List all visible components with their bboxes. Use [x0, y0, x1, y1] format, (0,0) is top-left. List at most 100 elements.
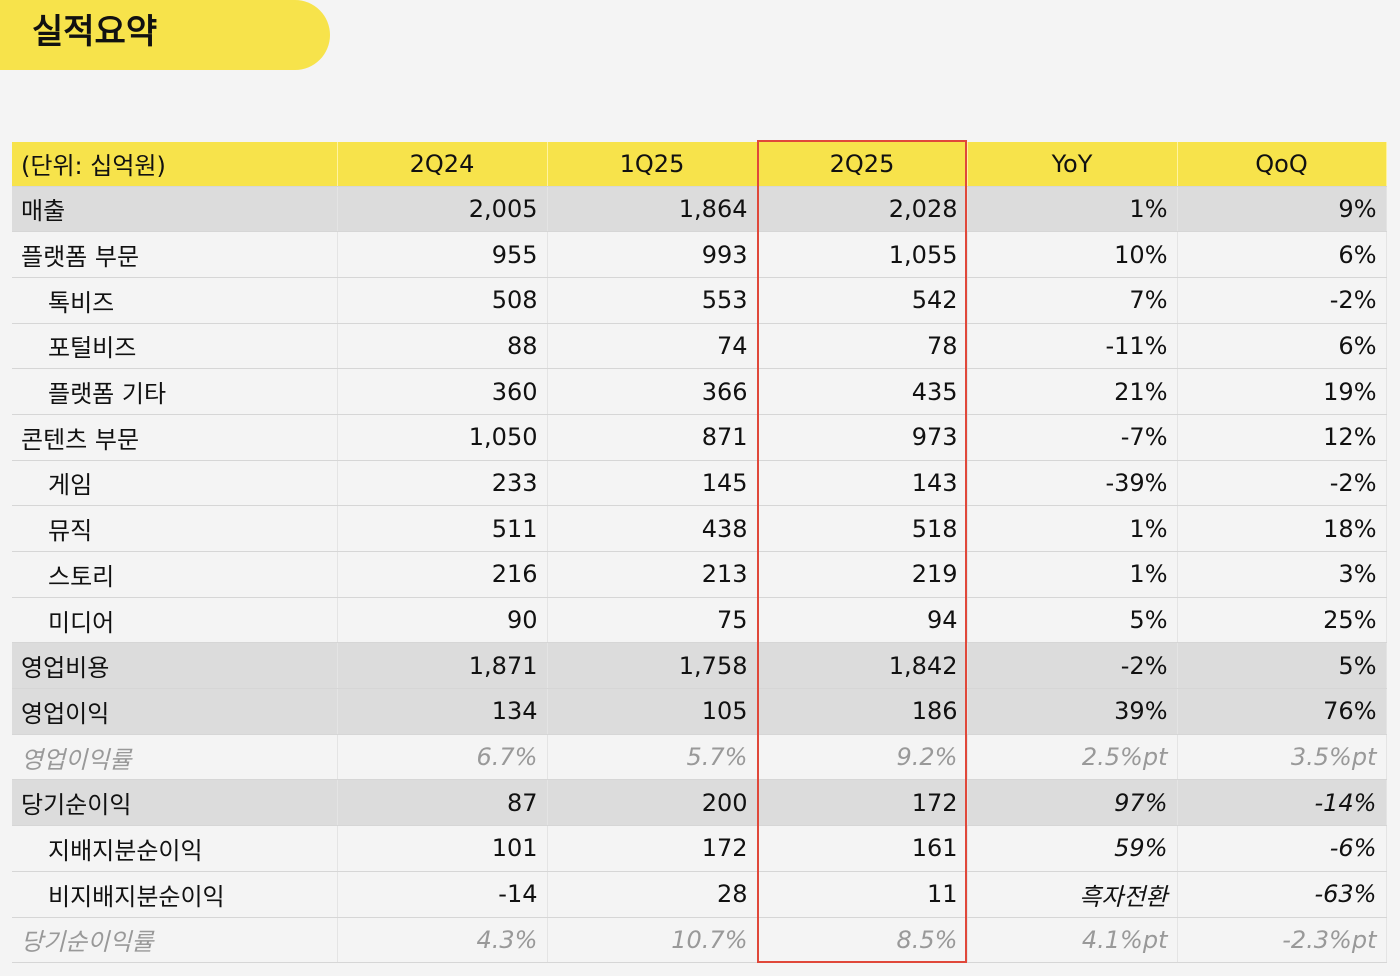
value-cell: 553 [547, 277, 758, 324]
table-row: 당기순이익 87 200 172 97% -14% [12, 779, 1387, 827]
row-label: 플랫폼 기타 [12, 368, 338, 415]
value-cell: 1,864 [547, 186, 758, 233]
value-cell: -11% [967, 323, 1178, 370]
value-cell: 3.5%pt [1177, 734, 1387, 781]
table-row: 뮤직 511 438 518 1% 18% [12, 505, 1387, 552]
header-row: (단위: 십억원) 2Q24 1Q25 2Q25 YoY QoQ [12, 142, 1387, 187]
row-label: 스토리 [12, 551, 338, 598]
value-cell: 5.7% [547, 734, 758, 781]
value-cell: 4.3% [337, 917, 548, 964]
value-cell: 6.7% [337, 734, 548, 781]
table-row: 톡비즈 508 553 542 7% -2% [12, 277, 1387, 324]
value-cell: 9.2% [757, 734, 968, 781]
table-row: 매출 2,005 1,864 2,028 1% 9% [12, 186, 1387, 233]
value-cell: -2% [1177, 460, 1387, 507]
value-cell: 75 [547, 597, 758, 644]
value-cell: 2,028 [757, 186, 968, 233]
row-label: 당기순이익 [12, 779, 338, 827]
value-cell: 12% [1177, 414, 1387, 461]
value-cell: 8.5% [757, 917, 968, 964]
value-cell: 28 [547, 871, 758, 918]
title: 실적요약 [32, 12, 158, 52]
value-cell: 1% [967, 551, 1178, 598]
value-cell: 1,050 [337, 414, 548, 461]
value-cell: 216 [337, 551, 548, 598]
value-cell: 143 [757, 460, 968, 507]
row-label: 뮤직 [12, 505, 338, 552]
value-cell: 10.7% [547, 917, 758, 964]
value-cell: 105 [547, 688, 758, 735]
row-label: 지배지분순이익 [12, 825, 338, 872]
value-cell: -7% [967, 414, 1178, 461]
value-cell: 25% [1177, 597, 1387, 644]
header-cell: 1Q25 [547, 142, 758, 187]
value-cell: 76% [1177, 688, 1387, 735]
value-cell: 993 [547, 231, 758, 278]
table-row: 비지배지분순이익 -14 28 11 흑자전환 -63% [12, 871, 1387, 918]
value-cell: 172 [757, 779, 968, 827]
value-cell: 438 [547, 505, 758, 552]
row-label: 영업이익률 [12, 734, 338, 781]
value-cell: 5% [967, 597, 1178, 644]
value-cell: 1% [967, 186, 1178, 233]
value-cell: 172 [547, 825, 758, 872]
value-cell: 21% [967, 368, 1178, 415]
value-cell: 10% [967, 231, 1178, 278]
value-cell: 9% [1177, 186, 1387, 233]
value-cell: -39% [967, 460, 1178, 507]
value-cell: 59% [967, 825, 1178, 872]
value-cell: 2.5%pt [967, 734, 1178, 781]
value-cell: -2.3%pt [1177, 917, 1387, 964]
value-cell: 1,055 [757, 231, 968, 278]
value-cell: 145 [547, 460, 758, 507]
table-row: 당기순이익률 4.3% 10.7% 8.5% 4.1%pt -2.3%pt [12, 917, 1387, 964]
value-cell: 4.1%pt [967, 917, 1178, 964]
value-cell: 219 [757, 551, 968, 598]
value-cell: 366 [547, 368, 758, 415]
value-cell: 1% [967, 505, 1178, 552]
value-cell: 511 [337, 505, 548, 552]
value-cell: 2,005 [337, 186, 548, 233]
value-cell: 19% [1177, 368, 1387, 415]
row-label: 미디어 [12, 597, 338, 644]
value-cell: 11 [757, 871, 968, 918]
value-cell: -6% [1177, 825, 1387, 872]
value-cell: 7% [967, 277, 1178, 324]
value-cell: 흑자전환 [967, 871, 1178, 918]
value-cell: 233 [337, 460, 548, 507]
value-cell: -14 [337, 871, 548, 918]
value-cell: 90 [337, 597, 548, 644]
table-row: 영업비용 1,871 1,758 1,842 -2% 5% [12, 642, 1387, 690]
table-row: 콘텐츠 부문 1,050 871 973 -7% 12% [12, 414, 1387, 461]
value-cell: 1,758 [547, 642, 758, 690]
row-label: 플랫폼 부문 [12, 231, 338, 278]
value-cell: 88 [337, 323, 548, 370]
value-cell: 973 [757, 414, 968, 461]
value-cell: 94 [757, 597, 968, 644]
table-row: 포털비즈 88 74 78 -11% 6% [12, 323, 1387, 370]
value-cell: -63% [1177, 871, 1387, 918]
row-label: 포털비즈 [12, 323, 338, 370]
row-label: 매출 [12, 186, 338, 233]
value-cell: 161 [757, 825, 968, 872]
value-cell: 87 [337, 779, 548, 827]
table-row: 플랫폼 부문 955 993 1,055 10% 6% [12, 231, 1387, 278]
value-cell: 435 [757, 368, 968, 415]
value-cell: -14% [1177, 779, 1387, 827]
value-cell: 18% [1177, 505, 1387, 552]
value-cell: 6% [1177, 323, 1387, 370]
table-row: 미디어 90 75 94 5% 25% [12, 597, 1387, 644]
row-label: 영업비용 [12, 642, 338, 690]
value-cell: 518 [757, 505, 968, 552]
table-row: 영업이익률 6.7% 5.7% 9.2% 2.5%pt 3.5%pt [12, 734, 1387, 781]
value-cell: 200 [547, 779, 758, 827]
value-cell: 97% [967, 779, 1178, 827]
table-row: 지배지분순이익 101 172 161 59% -6% [12, 825, 1387, 872]
value-cell: 955 [337, 231, 548, 278]
header-cell: YoY [967, 142, 1178, 187]
value-cell: 186 [757, 688, 968, 735]
row-label: 콘텐츠 부문 [12, 414, 338, 461]
table-row: 플랫폼 기타 360 366 435 21% 19% [12, 368, 1387, 415]
row-label: 톡비즈 [12, 277, 338, 324]
